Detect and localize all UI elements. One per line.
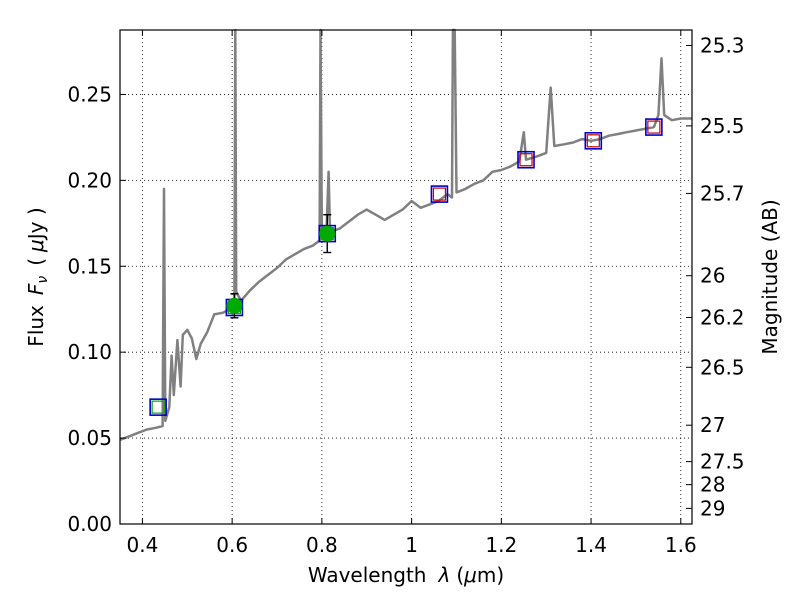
y2-tick-label: 26: [700, 264, 725, 288]
model-band-square: [149, 398, 167, 416]
y2-tick-label: 26.2: [700, 305, 745, 329]
model-spectrum-line: [119, 28, 692, 441]
model-band-square: [584, 132, 603, 150]
x-tick-label: 1: [405, 533, 418, 557]
y-tick-label: 0.20: [67, 168, 112, 192]
model-band-markers: [149, 118, 663, 416]
y2-axis-title: Magnitude (AB): [758, 199, 782, 354]
model-band-marker: [584, 132, 603, 150]
y-tick-label: 0.05: [67, 426, 112, 450]
ticks-layer: [120, 30, 692, 525]
y2-tick-label: 28: [700, 473, 725, 497]
plot-area: [119, 28, 692, 441]
model-band-square: [517, 150, 535, 169]
model-band-inner-square: [586, 134, 600, 148]
y-tick-label: 0.00: [67, 512, 112, 536]
y2-tick-label: 25.7: [700, 181, 745, 205]
y-tick-label: 0.15: [67, 254, 112, 278]
y2-tick-label: 26.5: [700, 355, 745, 379]
y2-tick-label: 27: [700, 413, 725, 437]
tick-labels-layer: 0.4 0.6 0.8 1 1.2 1.4 1.6 0.00 0.05 0.10 0.15 0.20 0…: [67, 33, 744, 557]
model-band-inner-square: [151, 400, 165, 414]
y-tick-label: 0.10: [67, 340, 112, 364]
observed-flux-markers: [226, 214, 336, 319]
model-band-inner-square: [519, 153, 533, 167]
grid-layer: [120, 30, 692, 525]
observed-flux-dot: [319, 225, 336, 242]
x-tick-label: 0.6: [216, 533, 248, 557]
x-tick-label: 0.4: [127, 533, 159, 557]
x-tick-label: 0.8: [306, 533, 338, 557]
y2-tick-label: 25.5: [700, 114, 745, 138]
model-band-marker: [149, 398, 167, 416]
x-tick-label: 1.4: [575, 533, 607, 557]
model-band-inner-square: [647, 120, 661, 134]
model-band-square: [430, 185, 449, 203]
observed-flux-point: [319, 214, 336, 254]
model-band-marker: [430, 185, 449, 203]
observed-flux-dot: [226, 297, 243, 314]
model-band-marker: [645, 118, 663, 136]
model-band-marker: [517, 150, 535, 169]
plot-frame: [119, 29, 693, 525]
observed-flux-point: [226, 293, 243, 319]
x-tick-label: 1.2: [485, 533, 517, 557]
x-axis-title: Wavelength λ (μm): [308, 563, 504, 587]
y2-tick-label: 29: [700, 496, 725, 520]
y-tick-label: 0.25: [67, 82, 112, 106]
x-tick-label: 1.6: [665, 533, 697, 557]
model-band-square: [645, 118, 663, 136]
model-band-inner-square: [432, 187, 447, 201]
y-axis-title: FluxFν(μJy ): [24, 207, 51, 346]
y2-tick-label: 27.5: [700, 450, 745, 474]
y2-tick-label: 25.3: [700, 33, 745, 57]
